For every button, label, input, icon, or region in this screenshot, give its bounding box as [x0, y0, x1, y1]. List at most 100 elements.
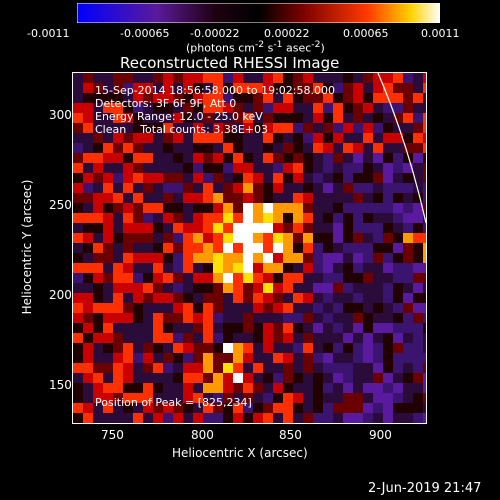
- image-pixel: [113, 373, 123, 383]
- image-pixel: [103, 163, 113, 173]
- y-tick: 300: [49, 108, 72, 122]
- image-pixel: [403, 363, 413, 373]
- image-pixel: [373, 163, 383, 173]
- image-pixel: [413, 253, 423, 263]
- image-pixel: [423, 333, 426, 343]
- image-pixel: [343, 113, 353, 123]
- image-pixel: [293, 313, 303, 323]
- image-pixel: [303, 373, 313, 383]
- image-pixel: [413, 243, 423, 253]
- image-pixel: [253, 353, 263, 363]
- image-pixel: [113, 183, 123, 193]
- image-pixel: [393, 263, 403, 273]
- image-pixel: [313, 403, 323, 413]
- image-pixel: [273, 333, 283, 343]
- image-pixel: [263, 253, 273, 263]
- image-pixel: [283, 123, 293, 133]
- image-pixel: [283, 253, 293, 263]
- image-pixel: [263, 113, 273, 123]
- image-pixel: [73, 383, 83, 393]
- image-pixel: [383, 153, 393, 163]
- image-pixel: [293, 323, 303, 333]
- image-pixel: [203, 133, 213, 143]
- image-pixel: [403, 303, 413, 313]
- image-pixel: [263, 323, 273, 333]
- image-pixel: [253, 123, 263, 133]
- image-pixel: [363, 153, 373, 163]
- image-pixel: [143, 173, 153, 183]
- image-pixel: [153, 73, 163, 83]
- image-pixel: [293, 83, 303, 93]
- image-pixel: [363, 413, 373, 423]
- image-pixel: [253, 343, 263, 353]
- image-pixel: [243, 73, 253, 83]
- image-pixel: [83, 223, 93, 233]
- image-pixel: [193, 363, 203, 373]
- image-pixel: [313, 283, 323, 293]
- image-pixel: [83, 113, 93, 123]
- image-pixel: [383, 103, 393, 113]
- image-pixel: [243, 413, 253, 423]
- image-pixel: [393, 383, 403, 393]
- image-pixel: [103, 203, 113, 213]
- image-pixel: [83, 363, 93, 373]
- image-pixel: [183, 343, 193, 353]
- image-pixel: [83, 273, 93, 283]
- image-pixel: [423, 293, 426, 303]
- image-pixel: [343, 293, 353, 303]
- image-pixel: [403, 173, 413, 183]
- image-pixel: [343, 303, 353, 313]
- image-pixel: [163, 333, 173, 343]
- image-pixel: [383, 303, 393, 313]
- image-pixel: [413, 413, 423, 423]
- image-pixel: [363, 333, 373, 343]
- image-pixel: [233, 203, 243, 213]
- image-pixel: [133, 113, 143, 123]
- image-pixel: [233, 233, 243, 243]
- image-pixel: [243, 293, 253, 303]
- image-pixel: [323, 153, 333, 163]
- image-pixel: [323, 263, 333, 273]
- image-pixel: [173, 203, 183, 213]
- image-pixel: [393, 313, 403, 323]
- image-pixel: [123, 333, 133, 343]
- image-pixel: [283, 393, 293, 403]
- image-pixel: [103, 93, 113, 103]
- image-pixel: [343, 353, 353, 363]
- image-pixel: [113, 143, 123, 153]
- image-pixel: [193, 253, 203, 263]
- image-pixel: [83, 343, 93, 353]
- image-pixel: [353, 343, 363, 353]
- image-pixel: [223, 183, 233, 193]
- image-pixel: [353, 383, 363, 393]
- image-pixel: [203, 343, 213, 353]
- image-pixel: [93, 73, 103, 83]
- image-pixel: [203, 293, 213, 303]
- image-pixel: [353, 203, 363, 213]
- image-pixel: [373, 213, 383, 223]
- image-pixel: [393, 143, 403, 153]
- image-pixel: [93, 263, 103, 273]
- image-pixel: [413, 213, 423, 223]
- image-pixel: [133, 193, 143, 203]
- image-pixel: [413, 203, 423, 213]
- image-pixel: [103, 273, 113, 283]
- image-pixel: [343, 103, 353, 113]
- image-pixel: [353, 353, 363, 363]
- image-pixel: [253, 163, 263, 173]
- image-pixel: [223, 143, 233, 153]
- image-pixel: [203, 143, 213, 153]
- image-pixel: [333, 413, 343, 423]
- colorbar-tick: 0.00065: [343, 27, 389, 40]
- image-pixel: [413, 353, 423, 363]
- image-pixel: [183, 353, 193, 363]
- image-pixel: [103, 343, 113, 353]
- image-pixel: [283, 313, 293, 323]
- image-pixel: [213, 353, 223, 363]
- image-pixel: [413, 223, 423, 233]
- image-pixel: [143, 223, 153, 233]
- image-pixel: [183, 383, 193, 393]
- image-pixel: [163, 233, 173, 243]
- image-pixel: [243, 113, 253, 123]
- image-pixel: [223, 343, 233, 353]
